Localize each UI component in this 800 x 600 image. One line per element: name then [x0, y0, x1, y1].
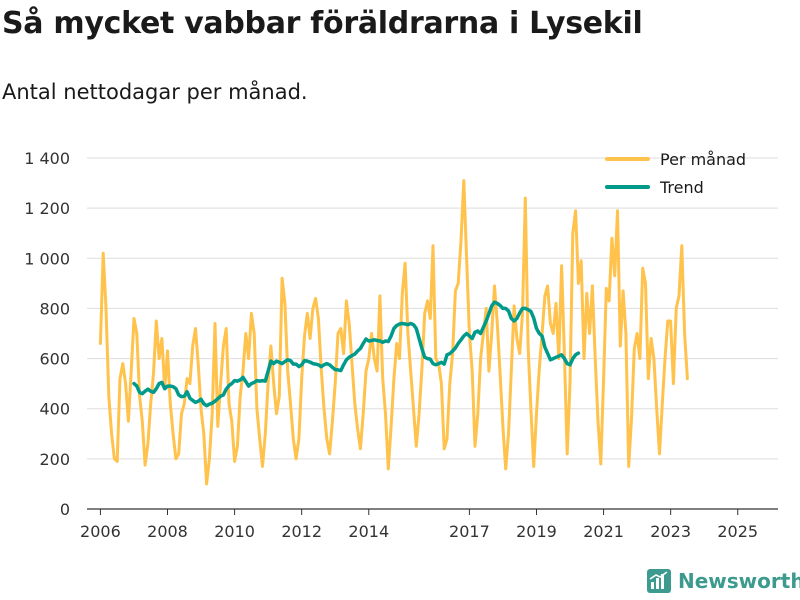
x-tick-label: 2008 — [147, 522, 188, 541]
y-tick-label: 600 — [39, 350, 70, 369]
newsworthy-logo-icon — [647, 569, 671, 593]
y-tick-label: 200 — [39, 450, 70, 469]
x-tick-label: 2025 — [717, 522, 758, 541]
legend-label: Per månad — [660, 150, 746, 169]
brand: Newsworthy — [646, 568, 800, 594]
y-tick-label: 1 000 — [24, 249, 70, 268]
x-tick-label: 2006 — [80, 522, 121, 541]
y-tick-label: 800 — [39, 299, 70, 318]
grid-lines — [87, 157, 778, 460]
series-line-trend — [132, 300, 581, 408]
series-line-per-manad — [98, 179, 689, 486]
x-tick-label: 2012 — [281, 522, 322, 541]
chart-title: Så mycket vabbar föräldrarna i Lysekil — [2, 6, 643, 41]
x-tick-label: 2017 — [449, 522, 490, 541]
x-tick-label: 2023 — [650, 522, 691, 541]
x-tick-label: 2010 — [214, 522, 255, 541]
chart-subtitle: Antal nettodagar per månad. — [2, 80, 308, 104]
legend: Per månad Trend — [605, 150, 746, 197]
y-tick-label: 1 400 — [24, 149, 70, 168]
x-tick-label: 2014 — [348, 522, 389, 541]
chart-series — [98, 179, 689, 486]
brand-name: Newsworthy — [678, 569, 800, 593]
y-tick-label: 1 200 — [24, 199, 70, 218]
x-tick-label: 2021 — [583, 522, 624, 541]
legend-label: Trend — [659, 178, 704, 197]
y-tick-label: 0 — [60, 500, 70, 519]
x-tick-label: 2019 — [516, 522, 557, 541]
y-axis-ticks: 0 200 400 600 800 1 000 1 200 1 400 — [24, 149, 70, 519]
x-axis: 2006 2008 2010 2012 2014 2017 2019 2021 2023 2025 — [80, 508, 778, 541]
y-tick-label: 400 — [39, 400, 70, 419]
